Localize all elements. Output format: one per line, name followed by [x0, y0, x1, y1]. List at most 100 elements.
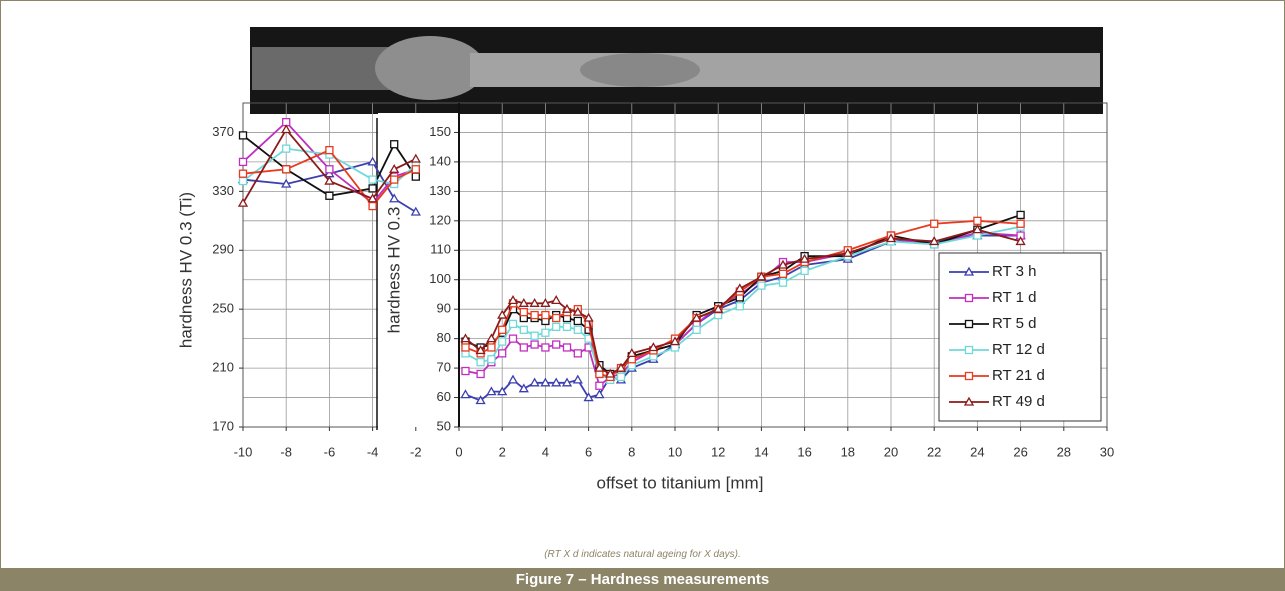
marker: [692, 325, 701, 334]
marker: [615, 362, 627, 372]
marker: [972, 224, 983, 234]
x-tick-label: 4: [542, 444, 549, 459]
marker: [498, 349, 507, 358]
marker: [324, 175, 335, 185]
marker: [507, 374, 519, 384]
marker: [476, 369, 485, 379]
marker: [389, 193, 400, 203]
legend-marker: [964, 293, 974, 303]
x-tick-label: 8: [628, 444, 635, 459]
x-tick-label: -8: [280, 444, 292, 459]
marker: [605, 368, 616, 378]
y2-tick-label: 90: [437, 301, 451, 316]
x-tick-label: 28: [1057, 444, 1071, 459]
marker: [540, 377, 551, 387]
marker: [507, 295, 519, 304]
marker: [572, 374, 583, 384]
marker: [572, 306, 583, 316]
legend-label: RT 1 d: [992, 289, 1036, 306]
y2-tick-label: 120: [429, 212, 451, 227]
marker: [778, 269, 788, 278]
marker: [508, 334, 518, 343]
x-tick-label: -4: [367, 444, 379, 459]
legend-label: RT 49 d: [992, 393, 1045, 410]
marker: [475, 345, 486, 355]
marker: [595, 381, 604, 390]
marker: [461, 343, 470, 352]
y2-tick-label: 70: [437, 360, 451, 375]
marker: [669, 336, 681, 346]
x-tick-label: 0: [455, 444, 462, 459]
x-tick-label: 20: [884, 444, 898, 459]
marker: [529, 297, 540, 307]
marker: [487, 355, 496, 364]
legend-label: RT 12 d: [992, 341, 1045, 358]
marker: [648, 342, 659, 352]
marker: [518, 383, 529, 393]
marker: [487, 343, 496, 352]
marker: [562, 343, 572, 352]
y-tick-label: 290: [212, 242, 234, 257]
marker: [497, 309, 508, 319]
marker: [594, 362, 605, 372]
marker: [594, 389, 605, 399]
x-tick-label: -10: [234, 444, 253, 459]
marker: [410, 206, 421, 216]
x-tick-label: -6: [324, 444, 336, 459]
marker: [552, 313, 561, 323]
marker: [552, 340, 561, 349]
marker: [1016, 210, 1025, 220]
x-tick-label: 24: [970, 444, 984, 459]
y-axis-title: hardness HV 0.3 (Ti): [176, 192, 195, 348]
marker: [367, 156, 378, 166]
y-tick-label: 250: [212, 301, 234, 316]
specimen-photo: [250, 27, 1103, 114]
marker: [237, 197, 249, 207]
marker: [390, 140, 399, 149]
marker: [475, 395, 486, 405]
x-tick-label: 30: [1100, 444, 1114, 459]
marker: [930, 219, 939, 228]
legend-label: RT 3 h: [992, 263, 1036, 280]
x-tick-label: 18: [841, 444, 855, 459]
y-tick-label: 210: [212, 360, 234, 375]
marker: [530, 340, 539, 349]
marker: [757, 281, 766, 290]
y2-tick-label: 110: [430, 242, 451, 257]
marker: [530, 310, 539, 320]
marker: [616, 372, 626, 382]
marker: [325, 145, 334, 155]
marker: [540, 297, 551, 307]
y2-tick-label: 50: [437, 418, 451, 433]
y2-tick-label: 100: [429, 271, 451, 286]
x-tick-label: 14: [754, 444, 768, 459]
legend-marker: [963, 396, 975, 406]
marker: [734, 283, 745, 293]
marker: [498, 337, 507, 346]
marker: [390, 175, 399, 184]
marker: [410, 153, 421, 163]
marker: [238, 157, 248, 167]
marker: [561, 377, 573, 387]
marker: [552, 322, 561, 332]
marker: [551, 377, 562, 387]
marker: [282, 165, 291, 174]
marker: [973, 216, 982, 225]
legend-marker: [963, 266, 975, 276]
marker: [368, 201, 377, 211]
marker: [551, 295, 562, 304]
marker: [325, 165, 334, 174]
y2-tick-label: 80: [437, 330, 451, 345]
marker: [561, 303, 573, 313]
legend-box: [938, 252, 1102, 422]
marker: [583, 392, 594, 402]
marker: [460, 333, 471, 343]
marker: [282, 144, 291, 153]
marker: [518, 297, 529, 307]
marker: [238, 131, 248, 140]
legend-label: RT 5 d: [992, 315, 1036, 332]
marker: [1015, 236, 1026, 246]
y2-axis-title: hardness HV 0.3: [384, 207, 403, 334]
marker: [486, 333, 497, 343]
